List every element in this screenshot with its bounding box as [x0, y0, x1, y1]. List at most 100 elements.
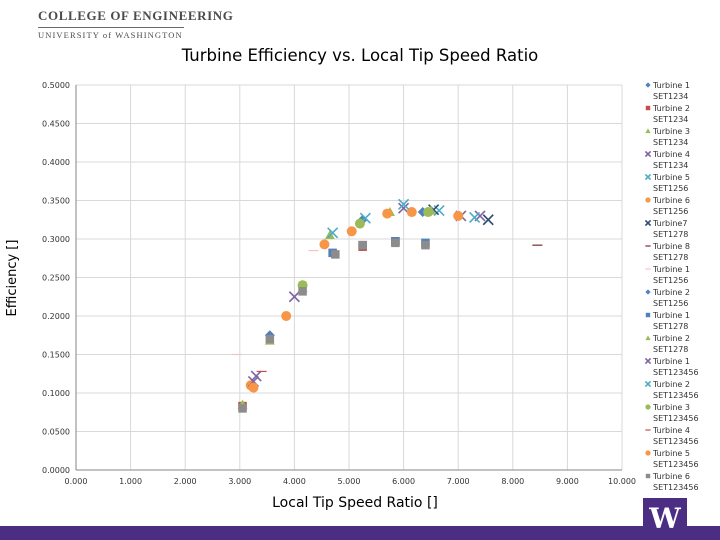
data-point	[358, 240, 367, 250]
gridlines	[76, 84, 623, 470]
x-tick-label: 0.000	[65, 477, 88, 486]
college-logo: COLLEGE OF ENGINEERING UNIVERSITY of WAS…	[38, 8, 233, 40]
x-tick-labels: 0.000 1.000 2.000 3.000 4.000 5.000 6.000 7.000…	[65, 477, 636, 486]
data-point	[482, 214, 494, 226]
legend-label-set: SET1234	[653, 92, 688, 101]
y-axis-label: Efficiency []	[5, 240, 20, 317]
data-point	[421, 240, 430, 250]
legend-item: Turbine 3 SET1234	[645, 127, 690, 147]
legend-label-set: SET123456	[653, 483, 699, 492]
y-tick-label: 0.0500	[42, 428, 70, 437]
legend-marker	[644, 219, 652, 227]
data-point	[319, 239, 330, 250]
x-tick-label: 10.000	[608, 477, 636, 486]
legend-item: Turbine 2 SET1256	[645, 288, 690, 308]
legend-item: Turbine 1 SET1256	[645, 265, 690, 285]
data-point	[398, 198, 410, 210]
data-point	[265, 334, 275, 344]
footer-bar	[0, 526, 720, 540]
legend-label: Turbine 5	[652, 449, 690, 458]
data-point	[354, 218, 365, 229]
legend-item: Turbine 1 SET1278	[645, 311, 690, 331]
legend-label: Turbine 3	[652, 403, 690, 412]
legend-marker	[645, 197, 651, 203]
legend-label: Turbine 6	[652, 472, 690, 481]
legend-marker	[644, 380, 652, 388]
y-tick-label: 0.4500	[42, 120, 70, 129]
legend-item: Turbine 8 SET1278	[645, 242, 690, 262]
x-tick-label: 1.000	[119, 477, 142, 486]
legend-label-set: SET1278	[653, 230, 688, 239]
legend-item: Turbine 5 SET1256	[644, 173, 690, 193]
legend-label: Turbine 3	[652, 127, 690, 136]
legend-label: Turbine 6	[652, 196, 690, 205]
legend-label: Turbine 2	[652, 104, 690, 113]
chart-title: Turbine Efficiency vs. Local Tip Speed R…	[181, 46, 539, 65]
legend-item: Turbine 2 SET1234	[645, 104, 690, 124]
legend-label-set: SET123456	[653, 391, 699, 400]
data-point	[406, 207, 417, 218]
legend-marker	[645, 473, 651, 479]
legend-marker	[645, 450, 651, 456]
legend-label-set: SET1278	[653, 253, 688, 262]
data-point	[298, 287, 307, 296]
data-point	[423, 207, 434, 218]
data-point	[238, 404, 247, 413]
data-point	[331, 250, 340, 259]
legend-label-set: SET123456	[653, 368, 699, 377]
legend-item: Turbine 6 SET123456	[645, 472, 699, 492]
data-point	[391, 238, 400, 248]
legend-label-set: SET1256	[653, 184, 688, 193]
legend-label: Turbine 1	[652, 81, 690, 90]
axes	[75, 85, 622, 471]
data-point	[469, 211, 481, 224]
legend-label: Turbine 2	[652, 334, 690, 343]
legend-item: Turbine 6 SET1256	[645, 196, 690, 216]
x-tick-label: 8.000	[501, 477, 524, 486]
legend-item: Turbine7 SET1278	[644, 219, 688, 239]
legend-label-set: SET123456	[653, 437, 699, 446]
legend-marker	[645, 128, 651, 134]
legend-item: Turbine 1 SET123456	[644, 357, 699, 377]
data-point	[453, 210, 464, 221]
legend-marker	[644, 150, 652, 158]
legend-label-set: SET1256	[653, 299, 688, 308]
legend-item: Turbine 4 SET123456	[645, 426, 699, 446]
legend-marker	[645, 82, 651, 88]
legend-label-set: SET1234	[653, 115, 688, 124]
y-tick-label: 0.3000	[42, 235, 70, 244]
legend-label-set: SET1256	[653, 207, 688, 216]
logo-divider	[38, 27, 184, 28]
college-name: COLLEGE OF ENGINEERING	[38, 8, 234, 23]
x-tick-label: 5.000	[338, 477, 361, 486]
data-point	[288, 291, 300, 303]
legend-label: Turbine 5	[652, 173, 690, 182]
legend-label-set: SET1278	[653, 345, 688, 354]
legend-label-set: SET123456	[653, 414, 699, 423]
legend-label-set: SET1234	[653, 138, 688, 147]
y-tick-label: 0.1500	[42, 351, 70, 360]
legend-label-set: SET1256	[653, 276, 688, 285]
x-tick-label: 3.000	[228, 477, 251, 486]
legend-marker	[645, 105, 651, 111]
x-axis-label: Local Tip Speed Ratio []	[272, 495, 438, 511]
legend-label: Turbine 1	[652, 311, 690, 320]
data-point	[250, 370, 262, 382]
legend-item: Turbine 5 SET123456	[645, 449, 699, 469]
x-tick-label: 2.000	[174, 477, 197, 486]
legend-label: Turbine 4	[652, 426, 690, 435]
legend-label-set: SET1234	[653, 161, 688, 170]
legend-marker	[645, 289, 651, 295]
y-tick-label: 0.2000	[42, 312, 70, 321]
legend-label: Turbine 1	[652, 357, 690, 366]
y-tick-label: 0.5000	[42, 81, 70, 90]
legend-marker	[644, 357, 652, 365]
y-tick-label: 0.3500	[42, 197, 70, 206]
x-tick-label: 6.000	[392, 477, 415, 486]
university-name: UNIVERSITY of WASHINGTON	[38, 30, 183, 40]
data-point	[327, 227, 339, 239]
uw-w-logo: W	[643, 498, 687, 540]
legend-label: Turbine7	[652, 219, 687, 228]
y-tick-label: 0.2500	[42, 274, 70, 283]
legend-marker	[644, 173, 652, 181]
